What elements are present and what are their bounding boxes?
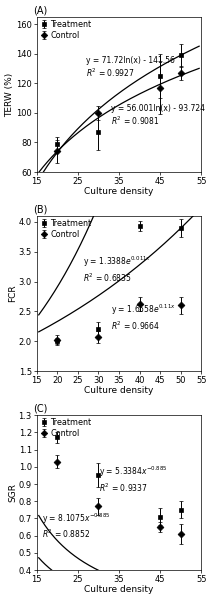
- Legend: Treatment, Control: Treatment, Control: [39, 418, 92, 439]
- X-axis label: Culture density: Culture density: [84, 586, 154, 595]
- Legend: Treatment, Control: Treatment, Control: [39, 19, 92, 41]
- Text: y = 1.6558$e^{0.11x}$
$R^2$ = 0.9664: y = 1.6558$e^{0.11x}$ $R^2$ = 0.9664: [111, 303, 175, 332]
- Text: y = 1.3388$e^{0.011x}$
$R^2$ = 0.6835: y = 1.3388$e^{0.011x}$ $R^2$ = 0.6835: [83, 255, 151, 284]
- Y-axis label: FCR: FCR: [8, 285, 17, 302]
- Y-axis label: TERW (%): TERW (%): [6, 73, 15, 116]
- Text: y = 56.001ln(x) - 93.724
$R^2$ = 0.9081: y = 56.001ln(x) - 93.724 $R^2$ = 0.9081: [111, 104, 205, 127]
- Text: (C): (C): [33, 404, 48, 413]
- Y-axis label: SGR: SGR: [8, 483, 17, 502]
- X-axis label: Culture density: Culture density: [84, 187, 154, 196]
- Legend: Treatment, Control: Treatment, Control: [39, 218, 92, 239]
- X-axis label: Culture density: Culture density: [84, 386, 154, 395]
- Text: y = 71.72ln(x) - 141.56
$R^2$ = 0.9927: y = 71.72ln(x) - 141.56 $R^2$ = 0.9927: [86, 56, 175, 79]
- Text: y = 5.3384$x^{-0.885}$
$R^2$ = 0.9337: y = 5.3384$x^{-0.885}$ $R^2$ = 0.9337: [99, 465, 168, 494]
- Text: (B): (B): [33, 205, 48, 214]
- Text: (A): (A): [33, 5, 48, 16]
- Text: y = 8.1075$x^{-0.885}$
$R^2$ = 0.8852: y = 8.1075$x^{-0.885}$ $R^2$ = 0.8852: [42, 511, 110, 540]
